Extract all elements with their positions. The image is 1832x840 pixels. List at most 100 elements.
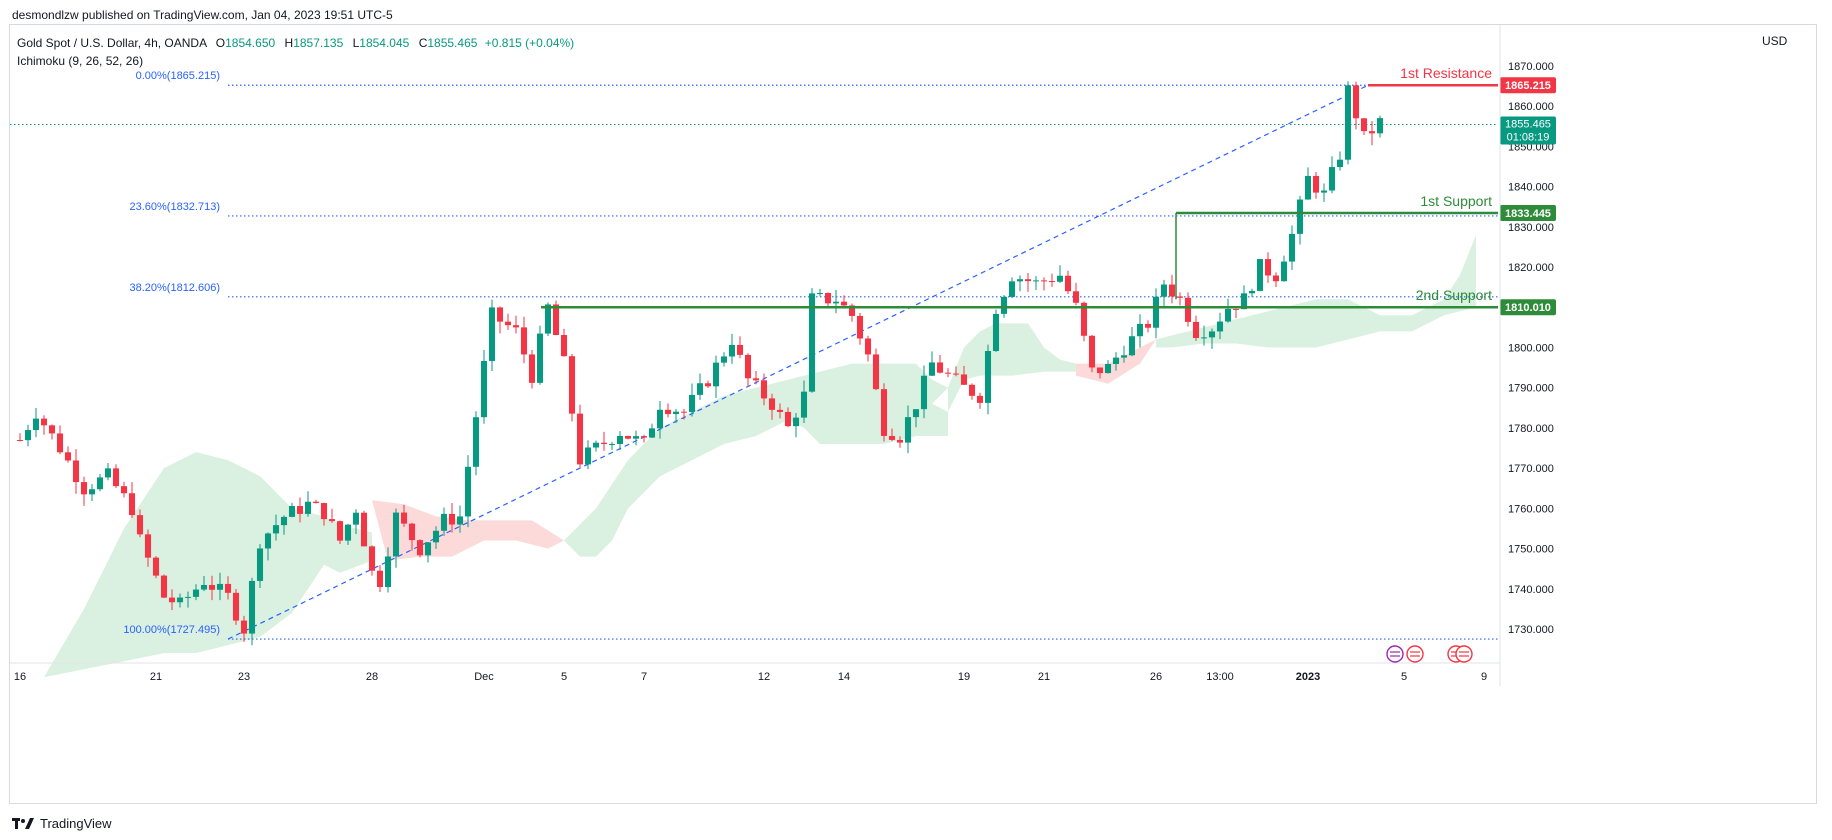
candle [968, 384, 976, 396]
candle [768, 398, 776, 410]
candle [64, 452, 72, 461]
candle [1040, 280, 1048, 282]
legend-main-row: Gold Spot / U.S. Dollar, 4h, OANDA O1854… [17, 34, 574, 52]
candle [440, 513, 448, 531]
time-axis-tick: 12 [758, 671, 770, 683]
candle [568, 356, 576, 414]
legend-low: L1854.045 [352, 36, 410, 50]
candle [936, 362, 944, 373]
legend-indicator[interactable]: Ichimoku (9, 26, 52, 26) [17, 54, 144, 68]
candle [880, 389, 888, 436]
candle [984, 350, 992, 403]
candle [1080, 302, 1088, 336]
time-axis-tick: 26 [1150, 671, 1162, 683]
candle [1352, 85, 1360, 119]
candle [120, 486, 128, 494]
candle [1288, 233, 1296, 262]
candle [1184, 297, 1192, 322]
candle [1296, 199, 1304, 234]
candle [32, 418, 40, 431]
candle [392, 512, 400, 557]
price-axis-currency: USD [1762, 34, 1788, 48]
candle [144, 534, 152, 558]
candle [600, 442, 608, 445]
candle [1192, 321, 1200, 339]
price-axis-tick-1860: 1860.000 [1508, 101, 1554, 113]
candle [152, 557, 160, 576]
candle [448, 513, 456, 525]
time-axis-tick: 13:00 [1206, 671, 1234, 683]
time-axis-tick: 21 [1038, 671, 1050, 683]
candle [128, 493, 136, 516]
legend-open: O1854.650 [215, 36, 276, 50]
level-price-tag-0 [1500, 77, 1556, 94]
time-axis-tick: 5 [1401, 671, 1407, 683]
lightning-event-icon[interactable] [1386, 645, 1404, 663]
candle [552, 304, 560, 335]
candle [1232, 308, 1240, 310]
candle [976, 395, 984, 403]
candle [1064, 275, 1072, 292]
candle [904, 417, 912, 443]
candle [288, 506, 296, 517]
candle [744, 354, 752, 379]
candle [264, 533, 272, 549]
candle [736, 344, 744, 355]
candle [560, 334, 568, 357]
time-axis-tick: 28 [366, 671, 378, 683]
candle [912, 409, 920, 418]
us-flag-event-icon[interactable] [1455, 645, 1473, 663]
chart-frame [9, 24, 1817, 804]
price-axis-tick-1730: 1730.000 [1508, 624, 1554, 636]
fib-level-label: 0.00%(1865.215) [136, 70, 220, 82]
candle [24, 430, 32, 441]
candle [1336, 159, 1344, 168]
candle [424, 542, 432, 556]
candle [376, 570, 384, 588]
candle [192, 589, 200, 597]
candle [208, 584, 216, 590]
candle [712, 362, 720, 387]
candle [400, 512, 408, 524]
candle [1008, 281, 1016, 297]
time-axis-tick: 23 [238, 671, 250, 683]
candle [608, 443, 616, 445]
candle [160, 575, 168, 598]
candle [896, 439, 904, 443]
us-flag-event-icon[interactable] [1406, 645, 1424, 663]
price-axis-tick-1790: 1790.000 [1508, 383, 1554, 395]
last-price-value: 1855.465 [1505, 118, 1551, 130]
candle [808, 293, 816, 392]
candle [1160, 284, 1168, 297]
candle [1376, 118, 1384, 134]
candle [624, 435, 632, 439]
ichimoku-cloud-bull-4 [948, 323, 1076, 412]
price-axis-tick-1750: 1750.000 [1508, 544, 1554, 556]
candle [480, 360, 488, 418]
candle [512, 325, 520, 328]
candle [1032, 280, 1040, 282]
candle [960, 374, 968, 385]
candle [312, 501, 320, 504]
level-label-2: 2nd Support [1416, 287, 1492, 303]
last-price-tag [1500, 116, 1556, 145]
candle [1152, 296, 1160, 328]
price-axis-tick-1820: 1820.000 [1508, 262, 1554, 274]
candle [1312, 175, 1320, 193]
candle [720, 356, 728, 363]
candle [776, 409, 784, 412]
tradingview-brand[interactable]: TradingView [12, 816, 112, 831]
candle [240, 620, 248, 634]
candle [280, 516, 288, 526]
price-axis-tick-1780: 1780.000 [1508, 423, 1554, 435]
legend-symbol[interactable]: Gold Spot / U.S. Dollar, 4h, OANDA [17, 36, 207, 50]
candle [888, 435, 896, 440]
bar-countdown: 01:08:19 [1507, 131, 1550, 143]
candle [112, 468, 120, 487]
time-axis-tick: 19 [958, 671, 970, 683]
candle [1368, 131, 1376, 134]
candle [704, 383, 712, 387]
candle [592, 442, 600, 448]
candle [216, 583, 224, 590]
